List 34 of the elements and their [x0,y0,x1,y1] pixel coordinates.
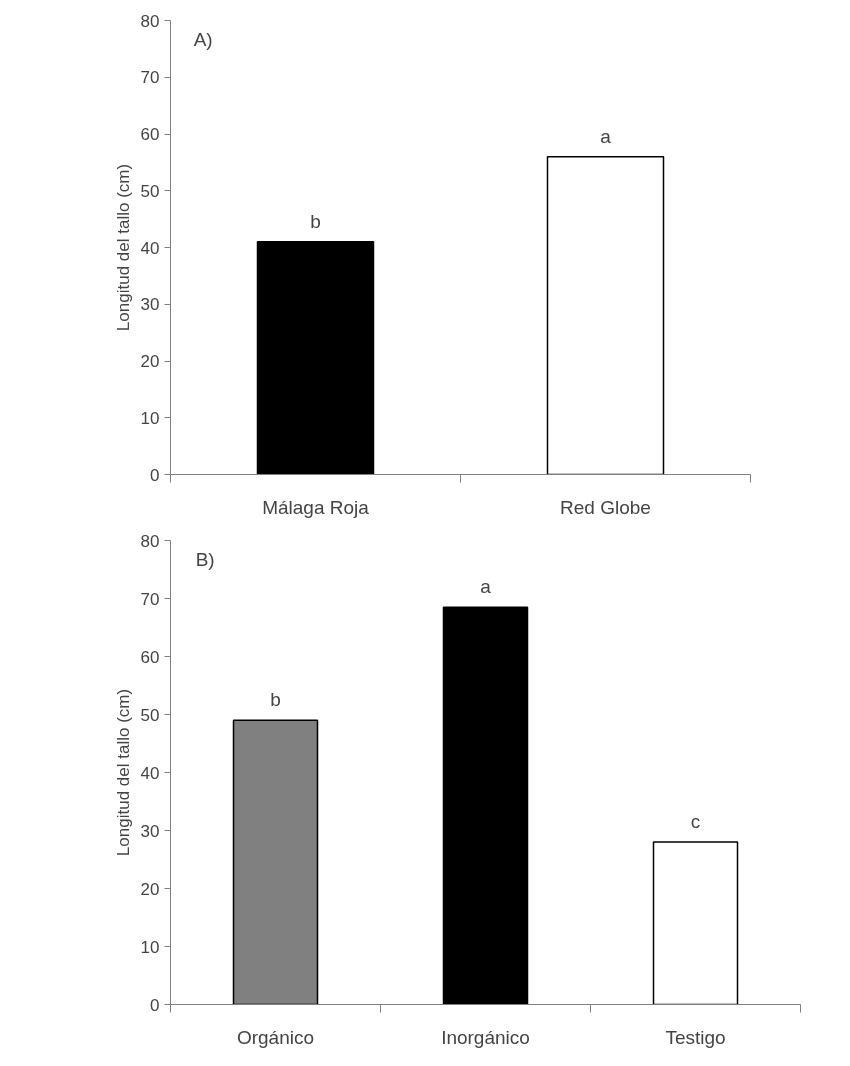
y-tick-label: 10 [140,408,160,428]
y-axis-title: Longitud del tallo (cm) [113,688,133,857]
y-tick-label: 30 [140,821,160,841]
bar [652,841,739,1005]
y-tick-label: 50 [140,181,160,201]
y-tick-label: 60 [140,125,160,144]
annotation: c [690,811,701,833]
y-tick-label: 10 [140,937,160,957]
y-tick-label: 80 [140,531,160,551]
y-tick-label: 60 [140,647,160,667]
y-tick-label: 30 [140,295,160,315]
annotation: b [270,689,281,711]
y-tick-label: 0 [150,465,160,485]
chart-title: A) [193,28,213,50]
y-tick-label: 0 [150,995,160,1015]
y-tick-label: 50 [140,705,160,725]
y-tick-label: 70 [140,589,160,609]
bar [442,606,529,1005]
y-tick-label: 40 [140,238,160,258]
x-tick-label: Inorgánico [441,1026,530,1048]
x-tick-label: Red Globe [560,496,651,518]
chart-title: B) [195,548,215,570]
annotation: a [600,125,612,147]
y-tick-label: 80 [140,11,160,31]
x-tick-label: Testigo [665,1026,726,1048]
annotation: a [480,576,492,598]
y-tick-label: 20 [140,879,160,899]
y-tick-label: 20 [140,352,160,371]
y-tick-label: 70 [140,68,160,88]
annotation: b [310,210,321,232]
x-tick-label: Málaga Roja [262,496,370,518]
y-tick-label: 40 [140,763,160,783]
x-tick-label: Orgánico [236,1026,315,1048]
y-axis-title: Longitud del tallo (cm) [113,163,133,332]
